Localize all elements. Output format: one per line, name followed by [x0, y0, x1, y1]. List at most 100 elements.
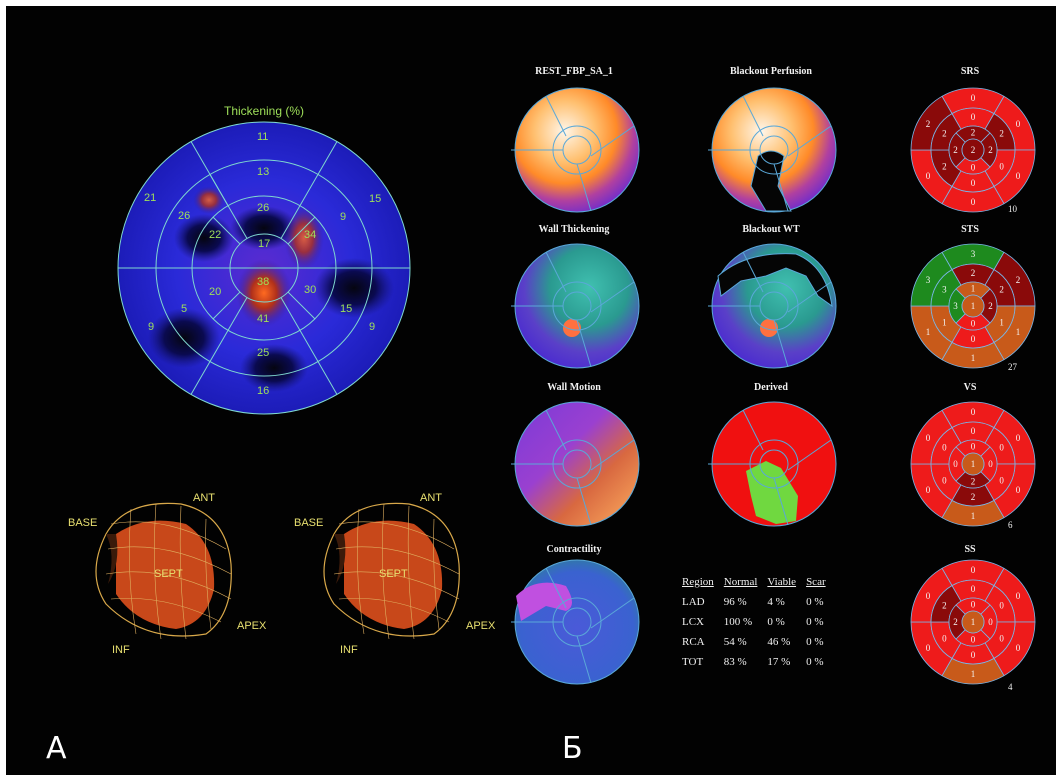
- sts-mid-val: 0: [971, 334, 976, 344]
- thickening-polar-map: [117, 121, 411, 415]
- regions-table: Region Normal Viable Scar LAD 96 % 4 % 0 % …: [682, 572, 836, 672]
- map-title-blackout-perfusion: Blackout Perfusion: [730, 66, 812, 77]
- thick-val-15: 15: [340, 303, 353, 315]
- cell: TOT: [682, 656, 704, 668]
- sts-outer-val: 3: [926, 275, 931, 285]
- thick-val-1: 11: [257, 131, 269, 143]
- cell: 0 %: [767, 616, 785, 628]
- map-blackout-perfusion: [708, 87, 837, 213]
- map-title-wall-motion: Wall Motion: [547, 382, 601, 393]
- map-blackout-wt: [708, 243, 837, 369]
- score-title-sts: STS: [961, 224, 979, 235]
- col-region: Region: [682, 576, 714, 588]
- vs-outer-val: 0: [1016, 485, 1021, 495]
- map-contractility: [511, 559, 640, 685]
- vs-mid-val: 0: [999, 443, 1004, 453]
- polar-maps-layer: [511, 87, 837, 685]
- ss-apex-seg: [961, 610, 985, 634]
- thick-val-16: 41: [257, 313, 270, 325]
- ss-inner-val: 0: [971, 600, 976, 610]
- col-viable: Viable: [767, 576, 797, 588]
- srs-apex-seg: [961, 138, 985, 162]
- vs-mid-val: 2: [971, 492, 976, 502]
- sts-outer-val: 1: [971, 353, 976, 363]
- ss-outer-val: 0: [1016, 643, 1021, 653]
- srs-inner-val: 0: [971, 163, 976, 173]
- sts-mid-val: 2: [999, 285, 1004, 295]
- score-total-sts: 27: [1008, 362, 1017, 372]
- map-title-wall-thickening: Wall Thickening: [538, 224, 610, 235]
- ss-outer-val: 0: [926, 591, 931, 601]
- vs-inner-val: 0: [953, 459, 958, 469]
- panel-label-a: A: [46, 731, 67, 766]
- srs-outer-val: 0: [971, 93, 976, 103]
- heart-left-ant-label: ANT: [193, 492, 215, 504]
- vs-mid-val: 0: [942, 476, 947, 486]
- thick-val-8: 34: [304, 229, 317, 241]
- table-header-row: Region Normal Viable Scar: [682, 572, 836, 592]
- cell: LAD: [682, 596, 705, 608]
- ss-inner-val: 0: [988, 617, 993, 627]
- cell: 4 %: [767, 596, 785, 608]
- sts-mid-val: 1: [942, 318, 947, 328]
- heart-right-ant-label: ANT: [420, 492, 442, 504]
- cell: 0 %: [806, 656, 824, 668]
- thick-val-9: 9: [340, 211, 347, 223]
- ss-mid-val: 0: [999, 601, 1004, 611]
- heart-left-sept-label: SEPT: [154, 568, 183, 580]
- map-wall-thickening: [511, 243, 640, 369]
- score-title-srs: SRS: [960, 66, 980, 77]
- cell: RCA: [682, 636, 705, 648]
- map-wall-motion: [511, 401, 640, 527]
- srs-inner-val: 2: [971, 128, 976, 138]
- srs-inner-val: 2: [988, 145, 993, 155]
- thick-val-19: 25: [257, 347, 270, 359]
- map-title-rest: REST_FBP_SA_1: [535, 66, 613, 77]
- sts-apex-val: 1: [971, 301, 976, 311]
- cell: 0 %: [806, 596, 824, 608]
- srs-mid-val: 0: [971, 178, 976, 188]
- cell: 54 %: [723, 636, 747, 648]
- map-title-blackout-wt: Blackout WT: [742, 224, 800, 235]
- sts-outer-val: 1: [926, 327, 931, 337]
- vs-outer-val: 1: [971, 511, 976, 521]
- vs-mid-val: 0: [942, 443, 947, 453]
- sts-mid-val: 2: [971, 268, 976, 278]
- thick-val-10: 15: [369, 193, 382, 205]
- cell: LCX: [682, 616, 704, 628]
- table-row: RCA 54 % 46 % 0 %: [682, 632, 836, 652]
- map-rest: [511, 87, 640, 213]
- ss-apex-val: 1: [971, 617, 976, 627]
- srs-mid-val: 0: [999, 162, 1004, 172]
- vs-outer-val: 0: [926, 433, 931, 443]
- ss-mid-val: 2: [942, 601, 947, 611]
- vs-apex-val: 1: [971, 459, 976, 469]
- vs-inner-val: 0: [971, 442, 976, 452]
- sts-inner-val: 3: [953, 301, 958, 311]
- srs-outer-val: 0: [926, 171, 931, 181]
- cell: 83 %: [723, 656, 747, 668]
- thick-val-5: 21: [144, 192, 157, 204]
- sts-mid-val: 3: [942, 285, 947, 295]
- vs-outer-val: 0: [971, 407, 976, 417]
- sts-outer-val: 1: [1016, 327, 1021, 337]
- vs-mid-val: 0: [971, 426, 976, 436]
- vs-inner-val: 2: [971, 477, 976, 487]
- thick-val-20: 16: [257, 385, 270, 397]
- vs-apex-seg: [961, 452, 985, 476]
- thick-val-18: 9: [369, 321, 376, 333]
- heart-right-inf-label: INF: [340, 644, 358, 656]
- vs-outer-val: 0: [1016, 433, 1021, 443]
- sts-inner-val: 1: [971, 284, 976, 294]
- thick-val-3: 26: [257, 202, 270, 214]
- col-normal: Normal: [723, 576, 758, 588]
- cell: 17 %: [767, 656, 791, 668]
- heart-right-sept-label: SEPT: [379, 568, 408, 580]
- col-scar: Scar: [806, 576, 826, 588]
- ss-inner-val: 0: [971, 635, 976, 645]
- cell: 0 %: [806, 616, 824, 628]
- heart-right-apex-label: APEX: [466, 620, 496, 632]
- sts-outer-val: 3: [971, 249, 976, 259]
- thick-val-4: 17: [258, 238, 271, 250]
- sts-outer-val: 2: [1016, 275, 1021, 285]
